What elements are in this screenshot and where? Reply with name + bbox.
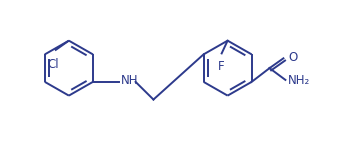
Text: NH₂: NH₂ — [287, 74, 310, 87]
Text: Cl: Cl — [47, 58, 59, 71]
Text: F: F — [218, 60, 225, 73]
Text: NH: NH — [121, 74, 138, 87]
Text: O: O — [288, 51, 298, 64]
